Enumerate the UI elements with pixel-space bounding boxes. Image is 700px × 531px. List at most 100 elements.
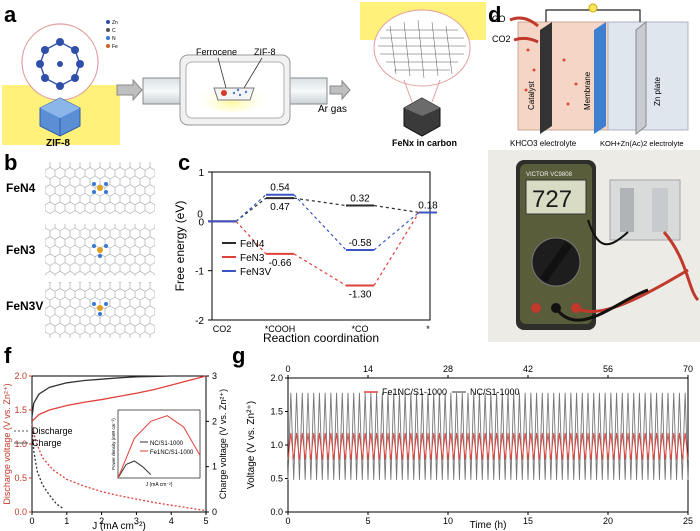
x-tick-label-0: 0: [285, 516, 290, 526]
zif-label: ZIF-8: [46, 138, 70, 149]
carbon-sheet: [373, 9, 471, 87]
panel-e-photo: VICTOR VC9808 727: [488, 150, 700, 342]
panel-d-cell: CO CO2 Catalyst Membrane Zn plate KHCO3 …: [492, 3, 689, 148]
gas-label: Ar gas: [318, 104, 347, 115]
yr-tick-label-2: 2: [212, 416, 217, 426]
value-label-5: -0.58: [349, 238, 372, 249]
yr-tick-label-1: 1: [212, 462, 217, 472]
x-tick-label-5: 25: [683, 516, 693, 526]
x-tick-label-5: 5: [203, 516, 208, 526]
legend-label-1: FeN3: [240, 253, 265, 264]
y-left-axis-label: Discharge voltage (V vs. Zn²⁺): [2, 383, 12, 504]
series-FeN4: [208, 197, 437, 223]
panel-b-structures: FeN4 FeN3 FeN3V: [6, 162, 155, 338]
membrane: [594, 22, 606, 134]
connector-FeN4-1: [293, 197, 347, 207]
x-tick-label-1: 1: [64, 516, 69, 526]
zif-legend: Zn C N Fe: [106, 20, 118, 50]
red-lead: [575, 268, 689, 313]
top-tick-label-2: 28: [443, 364, 453, 374]
panel-label-b: b: [4, 150, 18, 175]
x-tick-label-4: 4: [169, 516, 174, 526]
electrolyte-right: KOH+Zn(Ac)2 electrolyte: [600, 139, 684, 148]
y-tick-label-1: 0.5: [270, 474, 283, 484]
series-line-1: [31, 375, 207, 422]
step-label-3: *: [426, 324, 430, 334]
y-tick-label-2: 1.0: [270, 440, 283, 450]
connector-FeN3-0: [235, 220, 267, 255]
series-FeN3V: [208, 193, 437, 251]
panel-label-f: f: [4, 343, 12, 368]
legend-c: C: [112, 28, 116, 34]
yr-tick-label-0: 0: [212, 507, 217, 517]
inset-series-0: [117, 460, 152, 479]
step-label-1: *COOH: [265, 324, 296, 334]
connector-FeN4-2: [373, 204, 420, 214]
x-tick-label-2: 2: [99, 516, 104, 526]
panel-a-schematic: Zn C N Fe ZIF-8 Ferrocene ZIF-8 Ar gas F…: [2, 2, 486, 149]
product-label: FeNx in carbon: [392, 138, 457, 148]
x-tick-label-3: 3: [134, 516, 139, 526]
y-right-axis-label: Charge voltage (V vs. Zn²⁺): [218, 389, 228, 499]
membrane-label: Membrane: [583, 71, 592, 110]
value-label-7: 0.18: [418, 200, 438, 211]
legend-label-0: Fe1NC/S1-1000: [382, 387, 447, 397]
value-label-0: 0: [197, 209, 203, 220]
x-tick-label-1: 5: [365, 516, 370, 526]
value-label-4: 0.32: [350, 194, 370, 205]
catalyst-label: Catalyst: [527, 80, 536, 110]
black-lead: [554, 288, 649, 322]
bulb-icon: [588, 3, 598, 13]
plot-frame: [211, 171, 431, 321]
x-tick-label-0: 0: [29, 516, 34, 526]
panel-label-c: c: [178, 150, 191, 175]
yl-tick-label-0: 0.0: [14, 507, 27, 517]
graphene-lattice: [378, 19, 466, 79]
series-line-Fe1NC/S1-1000: [287, 432, 689, 460]
y-axis-label: Voltage (V vs. Zn²⁺): [246, 401, 257, 489]
top-tick-label-4: 56: [603, 364, 613, 374]
top-tick-label-3: 42: [523, 364, 533, 374]
meter-display: [525, 179, 587, 215]
connector-FeN3V-0: [235, 194, 267, 222]
step-label-0: CO2: [213, 324, 232, 334]
zif-tube-label: ZIF-8: [254, 47, 276, 57]
connector-FeN4-0: [235, 197, 267, 222]
y-axis-label: Free energy (eV): [173, 201, 187, 292]
y-tick-label-2: -1: [195, 267, 204, 278]
legend-label-1: NC/S1-1000: [470, 387, 520, 397]
yl-tick-label-3: 1.5: [14, 405, 27, 415]
value-label-3: -0.66: [269, 258, 292, 269]
legend-fe: Fe: [112, 44, 118, 50]
zn-plate-label: Zn plate: [653, 77, 662, 106]
co2-label: CO2: [492, 34, 511, 44]
right-bath: [607, 21, 689, 131]
x-tick-label-3: 15: [523, 516, 533, 526]
connector-FeN3V-2: [373, 211, 420, 251]
y-tick-label-3: -2: [195, 316, 204, 327]
x-tick-label-2: 10: [443, 516, 453, 526]
arrow-to-furnace: [116, 78, 143, 102]
yl-tick-label-1: 0.5: [14, 473, 27, 483]
co-label: CO: [492, 14, 506, 24]
x-axis-label: Reaction coordination: [263, 331, 379, 345]
legend-zn: Zn: [112, 20, 118, 26]
value-label-6: -1.30: [349, 289, 372, 300]
series-line-NC/S1-1000: [287, 392, 689, 480]
value-label-2: 0.47: [270, 202, 290, 213]
yl-tick-label-4: 2.0: [14, 371, 27, 381]
yr-tick-label-3: 3: [212, 371, 217, 381]
x-tick-label-4: 20: [603, 516, 613, 526]
x-axis-label: J (mA cm⁻²): [92, 521, 146, 531]
panel-label-d: d: [488, 2, 502, 27]
top-tick-label-1: 14: [363, 364, 373, 374]
ferrocene-label: Ferrocene: [196, 47, 237, 57]
inset-legend-label-0: NC/S1-1000: [150, 441, 184, 447]
legend-charge-label: Charge: [32, 438, 62, 448]
step-label-2: *CO: [351, 324, 368, 334]
yl-tick-label-2: 1.0: [14, 439, 27, 449]
series-line-0: [31, 375, 189, 417]
chart-free-energy: 1 0 -1 -2 Free energy (eV) Reaction coordinat…: [173, 168, 438, 345]
top-tick-label-5: 70: [683, 364, 693, 374]
